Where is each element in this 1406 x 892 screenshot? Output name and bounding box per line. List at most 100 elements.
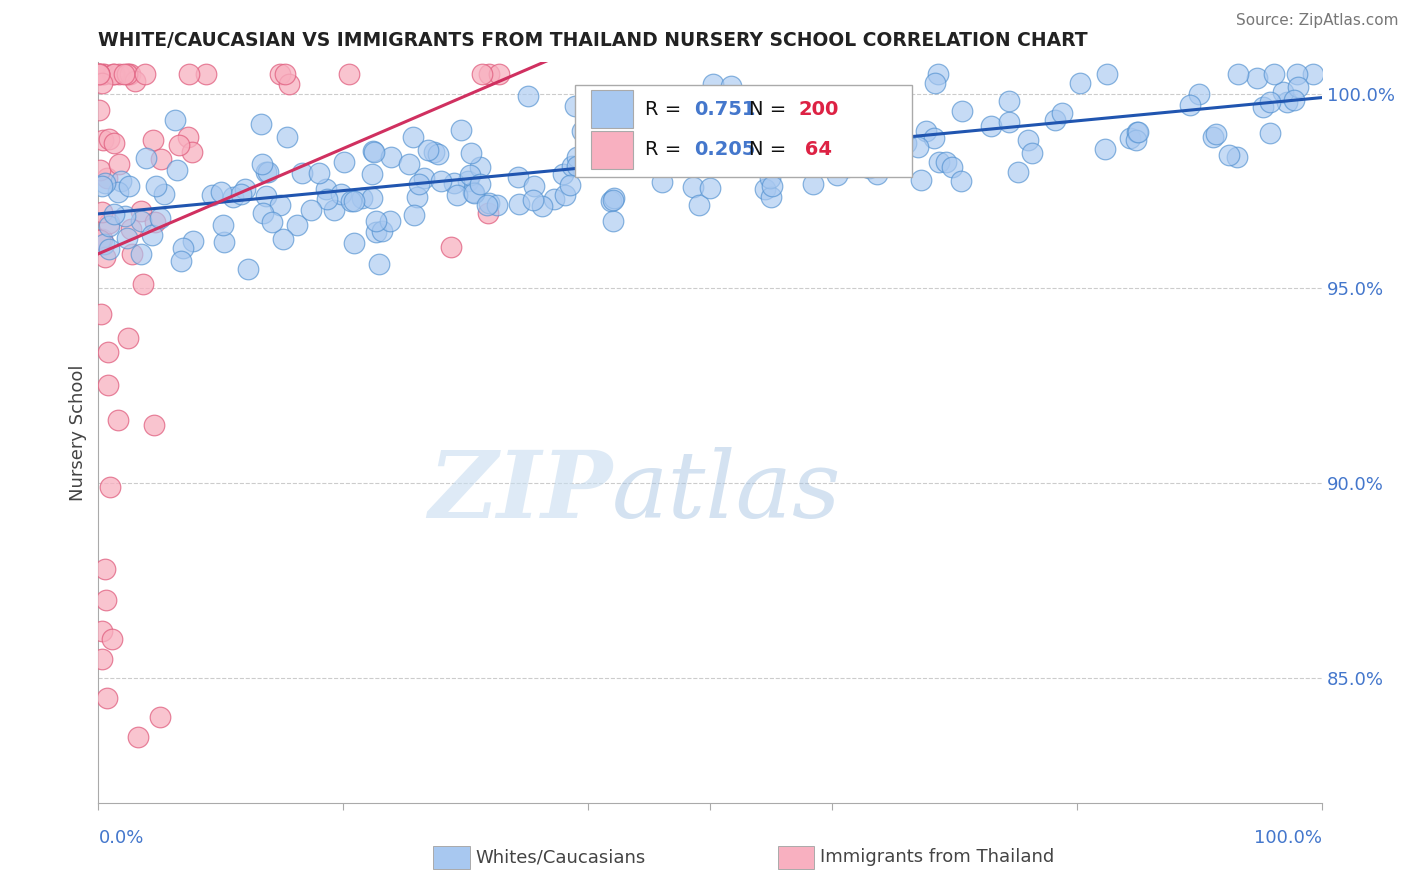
Point <box>997 94 1019 108</box>
Point <box>1069 76 1091 90</box>
Point <box>516 89 538 103</box>
Point <box>522 193 544 207</box>
Point <box>477 206 499 220</box>
Point <box>124 74 146 88</box>
Point <box>543 192 565 206</box>
Point <box>337 67 360 81</box>
Point <box>654 120 676 134</box>
Point <box>831 122 853 136</box>
Point <box>143 215 166 229</box>
Point <box>117 67 139 81</box>
Point <box>603 191 626 205</box>
Point <box>363 145 385 159</box>
Point <box>91 76 114 90</box>
Point <box>907 139 929 153</box>
Point <box>651 175 673 189</box>
Point <box>120 221 142 235</box>
Point <box>1226 150 1249 164</box>
Point <box>1050 105 1073 120</box>
Point <box>508 197 530 211</box>
Point <box>654 148 676 162</box>
Point <box>457 174 479 188</box>
Point <box>1286 67 1309 81</box>
Point <box>553 167 575 181</box>
Point <box>254 164 277 178</box>
Point <box>271 232 294 246</box>
Point <box>97 216 120 230</box>
Point <box>108 67 131 81</box>
Point <box>1178 98 1201 112</box>
Point <box>751 103 773 118</box>
Text: 200: 200 <box>799 100 838 119</box>
Point <box>477 198 499 212</box>
Point <box>269 67 291 81</box>
Point <box>506 169 529 184</box>
Point <box>274 67 297 81</box>
Point <box>1246 71 1268 86</box>
Point <box>720 79 742 94</box>
Text: Whites/Caucasians: Whites/Caucasians <box>475 848 645 866</box>
Point <box>343 235 366 250</box>
Point <box>485 198 508 212</box>
Point <box>759 190 782 204</box>
Point <box>101 632 124 647</box>
Point <box>98 480 121 494</box>
Point <box>180 145 202 160</box>
Point <box>599 194 621 209</box>
Text: 100.0%: 100.0% <box>1254 829 1322 847</box>
Point <box>278 77 301 91</box>
Text: N =: N = <box>749 100 793 119</box>
Point <box>120 67 142 81</box>
Point <box>1007 165 1029 179</box>
Point <box>90 179 112 194</box>
Point <box>96 170 118 185</box>
Point <box>952 104 974 119</box>
Point <box>744 132 766 146</box>
Point <box>276 129 298 144</box>
Point <box>97 132 120 146</box>
Point <box>96 690 118 705</box>
Point <box>343 194 366 209</box>
Point <box>416 144 439 158</box>
Point <box>478 67 501 81</box>
Point <box>1126 125 1149 139</box>
Point <box>129 203 152 218</box>
Point <box>755 120 778 134</box>
Point <box>602 214 624 228</box>
Point <box>129 247 152 261</box>
Point <box>1187 87 1209 101</box>
Point <box>107 412 129 426</box>
Point <box>783 133 806 147</box>
Point <box>221 190 243 204</box>
Text: Source: ZipAtlas.com: Source: ZipAtlas.com <box>1236 13 1399 29</box>
Point <box>851 128 873 142</box>
Point <box>177 130 200 145</box>
Point <box>90 307 112 321</box>
Point <box>90 624 112 639</box>
Point <box>212 235 235 250</box>
Point <box>717 144 740 158</box>
Point <box>117 67 139 81</box>
Text: R =: R = <box>645 140 688 160</box>
Point <box>103 207 125 221</box>
Point <box>682 180 704 194</box>
Point <box>361 191 384 205</box>
Point <box>979 119 1001 133</box>
Point <box>1277 95 1299 109</box>
Point <box>103 67 125 81</box>
Point <box>927 67 949 81</box>
Point <box>423 145 446 159</box>
Point <box>350 191 373 205</box>
Point <box>89 67 111 81</box>
Point <box>460 146 482 161</box>
Point <box>1302 67 1324 81</box>
Point <box>661 137 683 152</box>
Text: atlas: atlas <box>612 447 842 537</box>
Text: N =: N = <box>749 140 793 160</box>
Point <box>1258 126 1281 140</box>
Point <box>443 177 465 191</box>
Point <box>179 67 201 81</box>
Point <box>364 213 387 227</box>
Point <box>163 112 186 127</box>
Point <box>928 154 950 169</box>
